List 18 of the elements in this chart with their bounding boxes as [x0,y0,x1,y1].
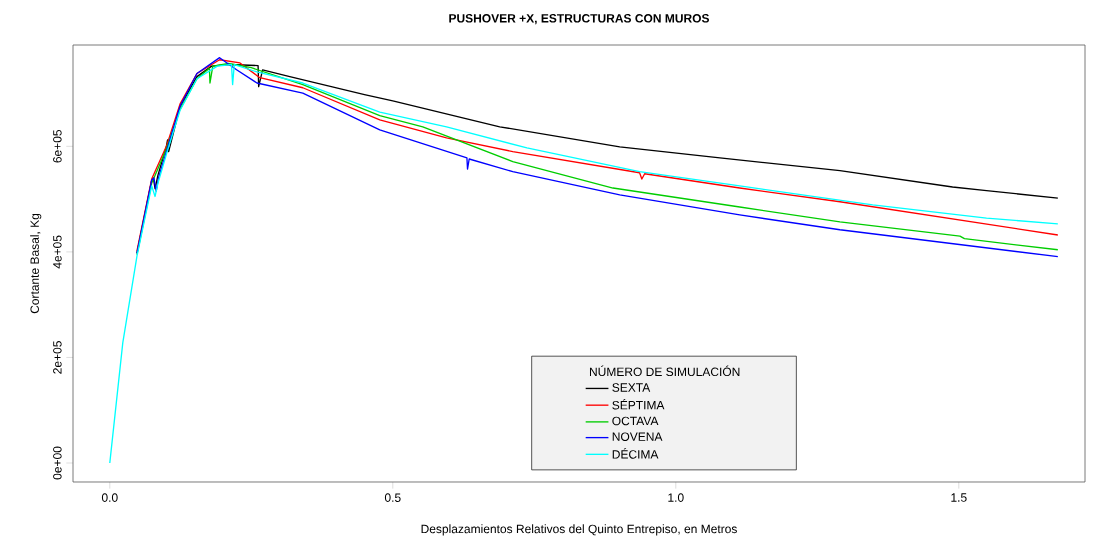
legend-label: OCTAVA [612,416,659,426]
legend-label: SÉPTIMA [612,398,665,410]
legend-label: NOVENA [612,432,663,441]
x-tick-label: 1.5 [951,493,967,502]
x-tick-label: 0.5 [384,493,401,502]
legend-label: SEXTA [612,383,651,392]
x-tick-label: 0.0 [101,493,118,502]
y-tick-label: 2e+05 [53,341,62,374]
y-tick-label: 0e+00 [53,446,62,480]
legend-label: DÉCIMA [612,448,659,459]
line-series [109,63,1059,464]
y-tick-label: 6e+05 [53,129,62,163]
chart-title: PUSHOVER +X, ESTRUCTURAS CON MUROS [449,14,710,25]
legend-title: NÚMERO DE SIMULACIÓN [589,365,740,377]
x-axis-title: Desplazamientos Relativos del Quinto Entrepiso, en Metros [421,524,737,536]
x-tick-label: 1.0 [668,493,684,502]
y-axis-title: Cortante Basal, Kg [30,213,42,314]
y-tick-label: 4e+05 [53,235,62,269]
